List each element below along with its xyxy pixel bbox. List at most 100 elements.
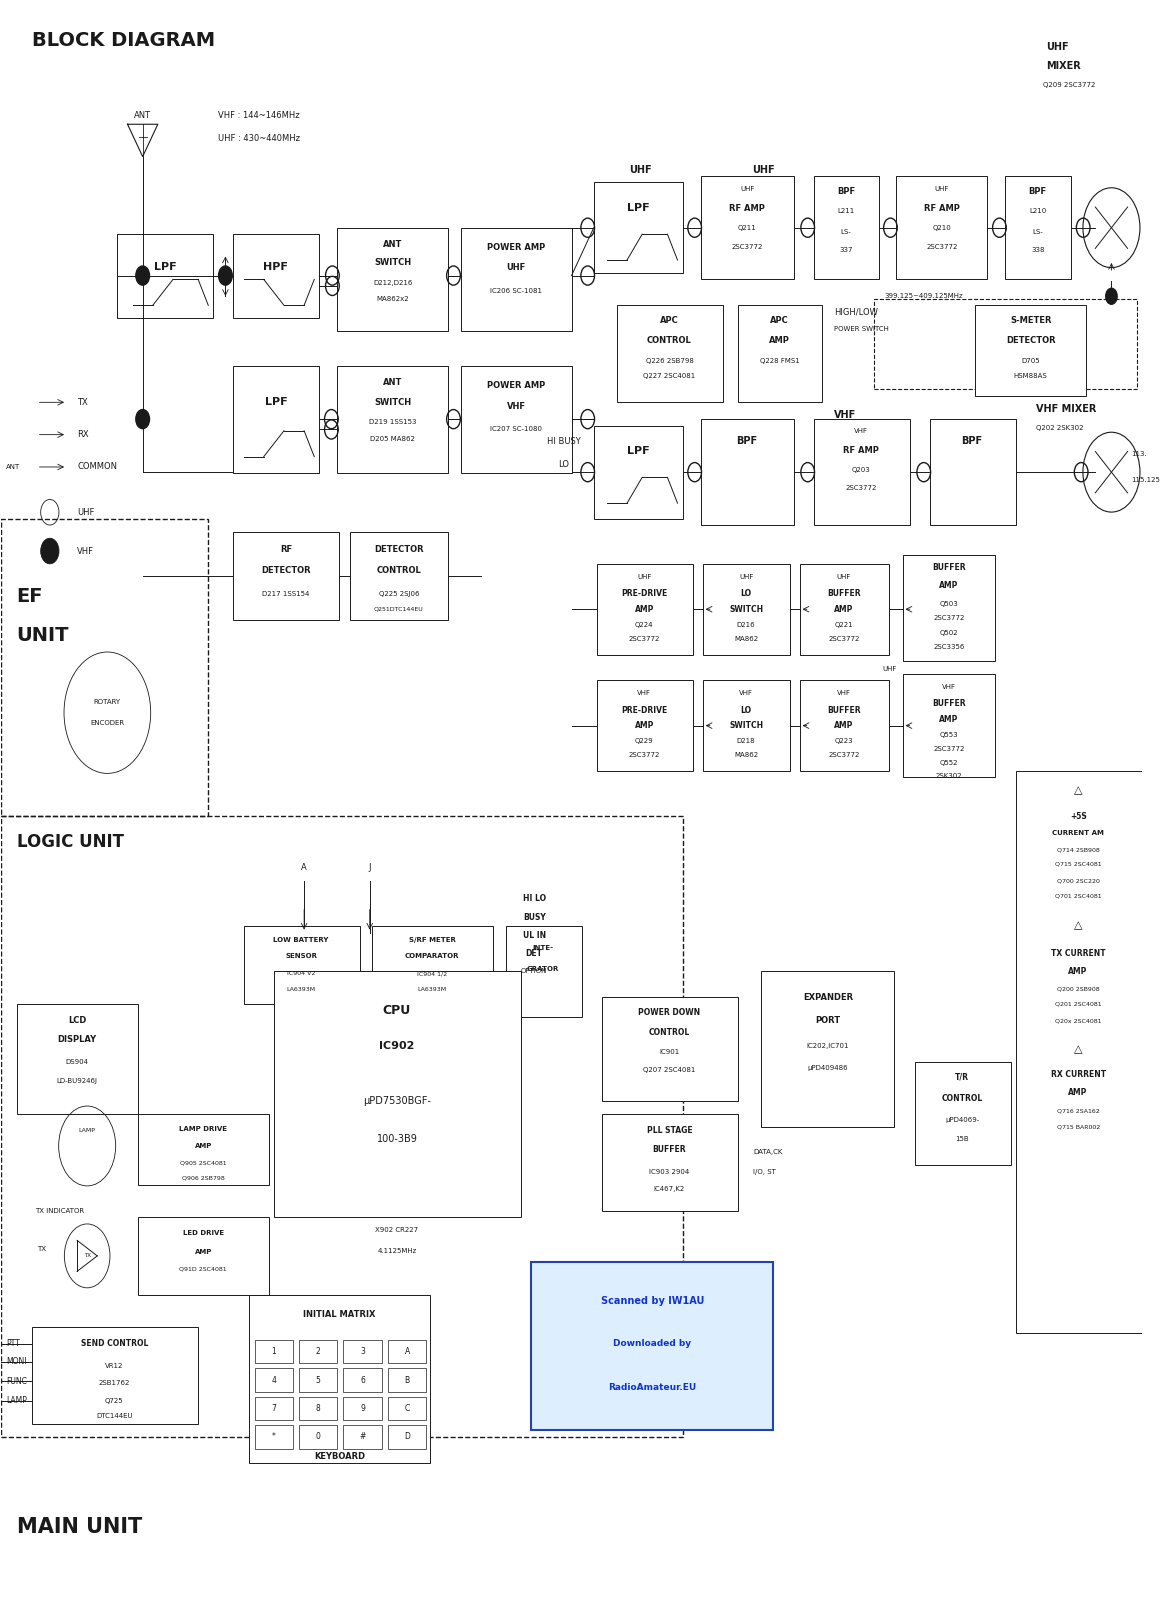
Bar — [814, 419, 909, 525]
Text: VHF: VHF — [506, 402, 526, 411]
Text: SWITCH: SWITCH — [729, 722, 764, 730]
Text: B: B — [405, 1376, 410, 1384]
Bar — [343, 1397, 382, 1421]
Text: X902 CR227: X902 CR227 — [376, 1227, 419, 1234]
Circle shape — [41, 538, 59, 563]
Text: ROTARY: ROTARY — [94, 699, 121, 706]
Bar — [255, 1368, 293, 1392]
Text: HIGH/LOW: HIGH/LOW — [833, 307, 878, 317]
Text: UHF: UHF — [1045, 42, 1069, 51]
Text: TX: TX — [84, 1253, 91, 1258]
Text: 1: 1 — [271, 1347, 276, 1357]
Bar — [16, 1003, 137, 1114]
Text: CURRENT AM: CURRENT AM — [1052, 830, 1105, 835]
Bar — [388, 1339, 426, 1363]
Bar — [388, 1368, 426, 1392]
Text: Q223: Q223 — [835, 738, 853, 744]
Text: VHF MIXER: VHF MIXER — [1036, 403, 1096, 414]
Bar — [874, 299, 1137, 389]
Bar — [506, 926, 582, 1016]
Text: 337: 337 — [839, 246, 853, 253]
Text: VHF: VHF — [854, 427, 868, 434]
Text: Q207 2SC4081: Q207 2SC4081 — [644, 1067, 696, 1072]
Text: LPF: LPF — [627, 446, 650, 456]
Text: D218: D218 — [737, 738, 755, 744]
Bar — [243, 926, 360, 1003]
Bar — [597, 680, 693, 771]
Text: 100-3B9: 100-3B9 — [376, 1134, 418, 1144]
Text: COMMON: COMMON — [77, 462, 118, 472]
Bar — [597, 563, 693, 654]
Text: 7: 7 — [271, 1403, 276, 1413]
Text: L211: L211 — [837, 208, 854, 214]
Text: IC202,IC701: IC202,IC701 — [807, 1043, 849, 1050]
Text: APC: APC — [660, 317, 679, 325]
Text: BUFFER: BUFFER — [653, 1146, 687, 1154]
Text: HI LO: HI LO — [523, 894, 546, 904]
Text: UHF: UHF — [935, 186, 949, 192]
Bar — [896, 176, 987, 280]
Text: LO: LO — [740, 706, 752, 715]
Text: Q211: Q211 — [738, 224, 757, 230]
Text: EXPANDER: EXPANDER — [803, 992, 853, 1002]
Bar — [531, 1262, 773, 1430]
Bar — [461, 366, 572, 474]
Bar — [1006, 176, 1071, 280]
Text: IC904 V2: IC904 V2 — [286, 971, 315, 976]
Text: LPF: LPF — [627, 203, 650, 213]
Text: AMP: AMP — [835, 722, 853, 730]
Text: Q503: Q503 — [939, 602, 958, 606]
Text: UHF : 430~440MHz: UHF : 430~440MHz — [219, 134, 300, 142]
Text: UHF: UHF — [629, 165, 652, 174]
Text: SWITCH: SWITCH — [375, 258, 412, 267]
Text: MA862: MA862 — [734, 752, 758, 758]
Bar — [701, 419, 794, 525]
Text: RF AMP: RF AMP — [843, 446, 879, 454]
Text: TX: TX — [77, 398, 87, 406]
Bar — [343, 1368, 382, 1392]
Circle shape — [136, 266, 149, 285]
Bar — [137, 1114, 269, 1184]
Text: BPF: BPF — [961, 437, 982, 446]
Text: 2SB1762: 2SB1762 — [99, 1379, 130, 1386]
Text: BPF: BPF — [837, 187, 856, 197]
Text: KEYBOARD: KEYBOARD — [314, 1451, 365, 1461]
Text: 2SC3772: 2SC3772 — [629, 635, 660, 642]
Text: RX: RX — [77, 430, 88, 438]
Bar — [703, 680, 789, 771]
Text: DTC144EU: DTC144EU — [97, 1413, 133, 1419]
Text: µPD4069-: µPD4069- — [945, 1117, 979, 1123]
Text: SEND CONTROL: SEND CONTROL — [80, 1339, 148, 1349]
Text: T/R: T/R — [956, 1074, 970, 1082]
Text: VHF : 144~146MHz: VHF : 144~146MHz — [219, 110, 300, 120]
Text: A: A — [404, 1347, 410, 1357]
Text: Q725: Q725 — [105, 1398, 123, 1403]
Text: AMP: AMP — [769, 336, 790, 344]
Text: AMP: AMP — [194, 1142, 212, 1149]
Text: IC467,K2: IC467,K2 — [654, 1186, 686, 1192]
Text: LD-BU9246J: LD-BU9246J — [57, 1078, 98, 1085]
Text: 4: 4 — [271, 1376, 276, 1384]
Bar — [915, 1062, 1010, 1165]
Text: Downloaded by: Downloaded by — [613, 1339, 691, 1349]
Text: MA862: MA862 — [734, 635, 758, 642]
Text: BLOCK DIAGRAM: BLOCK DIAGRAM — [31, 30, 215, 50]
Text: LOW BATTERY: LOW BATTERY — [274, 938, 328, 944]
Text: BPF: BPF — [737, 437, 758, 446]
Text: 8: 8 — [315, 1403, 320, 1413]
Text: Q221: Q221 — [835, 622, 853, 627]
Bar — [338, 366, 448, 474]
Text: DETECTOR: DETECTOR — [1006, 336, 1056, 344]
Bar — [761, 971, 894, 1126]
Bar — [234, 531, 340, 619]
Text: VHF: VHF — [942, 683, 956, 690]
Text: TX CURRENT: TX CURRENT — [1051, 949, 1106, 958]
Text: △: △ — [1074, 920, 1083, 930]
Text: LPF: LPF — [154, 261, 176, 272]
Bar — [594, 426, 682, 518]
Text: Q203: Q203 — [852, 467, 871, 472]
Text: S/RF METER: S/RF METER — [409, 938, 456, 944]
Text: #: # — [360, 1432, 365, 1442]
Text: ANT: ANT — [134, 110, 151, 120]
Text: POWER AMP: POWER AMP — [487, 243, 545, 251]
